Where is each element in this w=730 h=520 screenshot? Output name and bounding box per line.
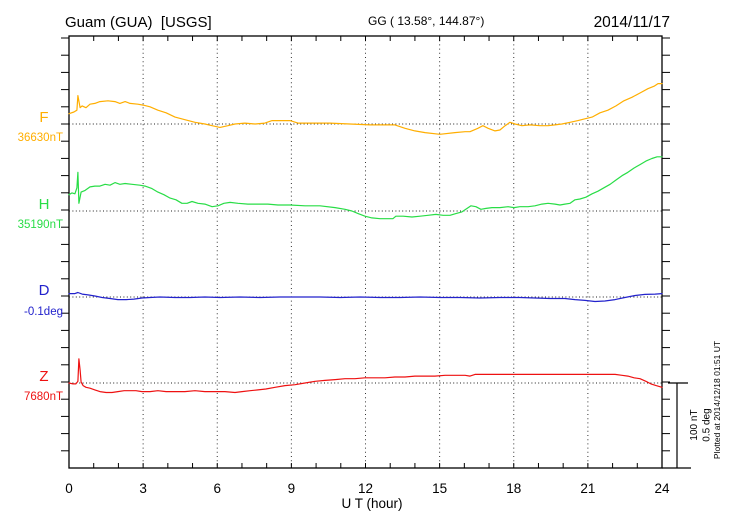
channel-letter-H: H bbox=[39, 196, 50, 213]
channel-letter-Z: Z bbox=[39, 368, 48, 385]
x-tick-0: 0 bbox=[65, 481, 73, 496]
channel-letter-F: F bbox=[39, 109, 48, 126]
channel-baseline-Z: 7680nT bbox=[24, 391, 63, 403]
curve-F bbox=[68, 82, 663, 135]
x-tick-18: 18 bbox=[506, 481, 521, 496]
x-axis-tick-labels: 0 3 6 9 12 15 18 21 24 bbox=[65, 481, 670, 496]
plotted-at-note: Plotted at 2014/12/18 01:51 UT bbox=[712, 341, 722, 459]
channel-baseline-F: 36630nT bbox=[18, 132, 63, 144]
channel-label-F: F 36630nT bbox=[18, 109, 63, 144]
channel-baseline-D: -0.1deg bbox=[24, 306, 63, 318]
x-tick-9: 9 bbox=[288, 481, 296, 496]
x-tick-21: 21 bbox=[580, 481, 595, 496]
channel-letter-D: D bbox=[39, 282, 50, 299]
curve-H bbox=[68, 156, 663, 220]
plot-date: 2014/11/17 bbox=[594, 14, 670, 31]
curve-Z bbox=[68, 358, 663, 394]
channel-label-D: D -0.1deg bbox=[24, 282, 63, 318]
x-tick-6: 6 bbox=[214, 481, 222, 496]
station-coordinates: GG ( 13.58°, 144.87°) bbox=[368, 14, 484, 28]
x-tick-15: 15 bbox=[432, 481, 447, 496]
channel-label-Z: Z 7680nT bbox=[24, 368, 63, 403]
x-tick-24: 24 bbox=[654, 481, 670, 496]
x-axis-title: U T (hour) bbox=[341, 496, 402, 511]
plot-area bbox=[61, 35, 691, 469]
channel-label-H: H 35190nT bbox=[18, 196, 63, 231]
plot-frame bbox=[68, 35, 663, 469]
station-title: Guam (GUA) [USGS] bbox=[65, 14, 212, 31]
scale-bar-label-deg: 0.5 deg bbox=[702, 408, 713, 441]
channel-baseline-H: 35190nT bbox=[18, 219, 63, 231]
curve-D bbox=[68, 291, 663, 303]
scale-bar-label-nt: 100 nT bbox=[689, 409, 700, 440]
x-tick-12: 12 bbox=[358, 481, 373, 496]
x-tick-3: 3 bbox=[139, 481, 147, 496]
